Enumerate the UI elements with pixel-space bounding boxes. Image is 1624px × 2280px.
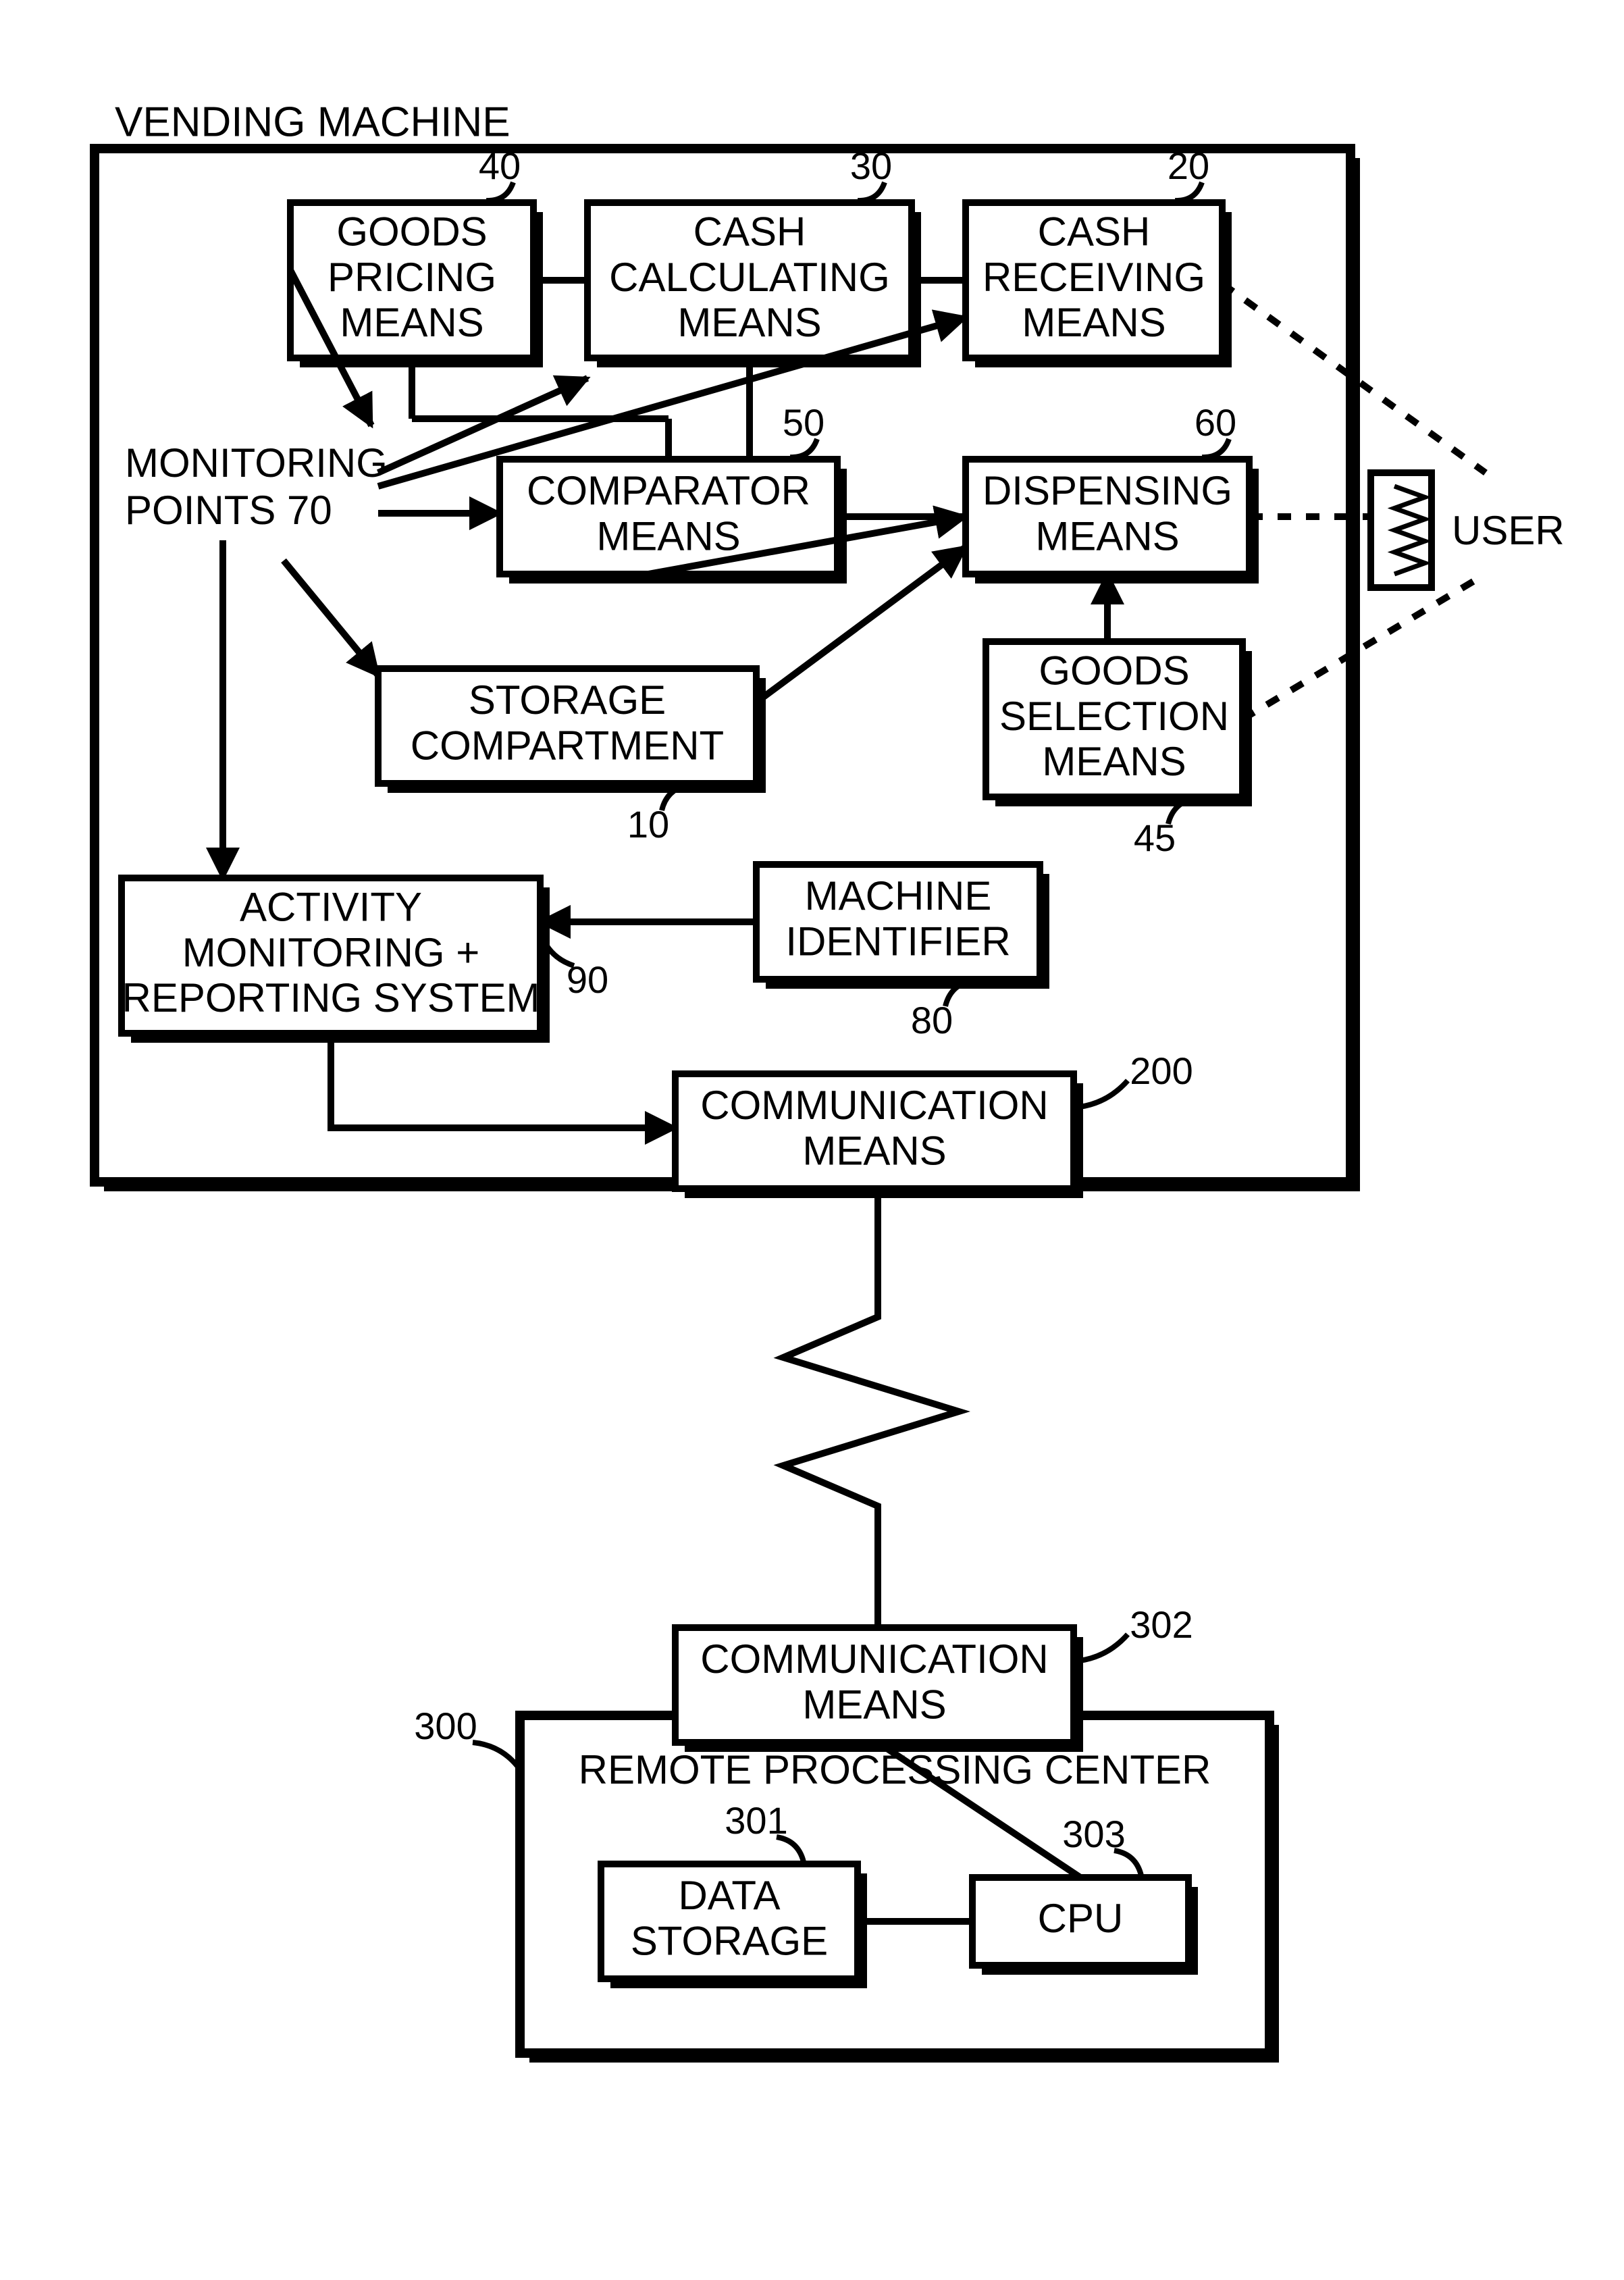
- svg-text:POINTS 70: POINTS 70: [125, 488, 332, 533]
- comparator-box: COMPARATORMEANS: [500, 459, 847, 584]
- svg-text:MEANS: MEANS: [677, 300, 821, 345]
- svg-text:300: 300: [414, 1705, 477, 1747]
- dispensing-box: DISPENSINGMEANS: [966, 459, 1259, 584]
- svg-text:50: 50: [783, 401, 824, 444]
- cash_recv-box: CASHRECEIVINGMEANS: [966, 203, 1232, 367]
- svg-text:USER: USER: [1452, 508, 1565, 553]
- svg-text:30: 30: [850, 145, 892, 187]
- svg-text:MACHINE: MACHINE: [805, 873, 992, 918]
- cpu-box: CPU: [972, 1877, 1198, 1975]
- wireless-zigzag: [783, 1189, 959, 1628]
- ref-leader-remote_outer: [473, 1742, 520, 1769]
- svg-text:40: 40: [479, 145, 521, 187]
- svg-text:IDENTIFIER: IDENTIFIER: [785, 918, 1010, 964]
- svg-text:60: 60: [1195, 401, 1236, 444]
- svg-text:DATA: DATA: [678, 1873, 780, 1918]
- goods_sel-box: GOODSSELECTIONMEANS: [986, 642, 1252, 806]
- svg-text:GOODS: GOODS: [1039, 648, 1189, 694]
- svg-text:MEANS: MEANS: [802, 1128, 946, 1173]
- svg-text:CALCULATING: CALCULATING: [609, 255, 890, 300]
- svg-text:RECEIVING: RECEIVING: [983, 255, 1205, 300]
- svg-text:VENDING MACHINE: VENDING MACHINE: [115, 99, 510, 145]
- svg-text:45: 45: [1134, 817, 1176, 859]
- svg-text:MONITORING +: MONITORING +: [182, 930, 480, 975]
- svg-text:COMPARATOR: COMPARATOR: [527, 468, 810, 513]
- svg-text:MONITORING: MONITORING: [125, 440, 388, 486]
- svg-text:COMMUNICATION: COMMUNICATION: [700, 1636, 1049, 1682]
- svg-text:CASH: CASH: [693, 209, 806, 255]
- svg-text:MEANS: MEANS: [340, 300, 483, 345]
- svg-text:303: 303: [1062, 1813, 1125, 1855]
- data_storage-box: DATASTORAGE: [601, 1864, 867, 1988]
- comm1-box: COMMUNICATIONMEANS: [675, 1074, 1083, 1198]
- svg-text:STORAGE: STORAGE: [631, 1918, 828, 1963]
- machine_id-box: MACHINEIDENTIFIER: [756, 864, 1049, 989]
- svg-text:CASH: CASH: [1038, 209, 1151, 255]
- svg-text:PRICING: PRICING: [328, 255, 496, 300]
- svg-text:CPU: CPU: [1038, 1896, 1124, 1941]
- svg-text:200: 200: [1130, 1050, 1193, 1092]
- svg-text:COMPARTMENT: COMPARTMENT: [411, 723, 724, 768]
- svg-text:REPORTING SYSTEM: REPORTING SYSTEM: [122, 975, 540, 1020]
- comm2-box: COMMUNICATIONMEANS: [675, 1628, 1083, 1752]
- svg-text:10: 10: [627, 803, 669, 846]
- svg-text:90: 90: [567, 958, 608, 1001]
- svg-text:COMMUNICATION: COMMUNICATION: [700, 1083, 1049, 1128]
- svg-text:MEANS: MEANS: [1022, 300, 1165, 345]
- storage-box: STORAGECOMPARTMENT: [378, 669, 766, 793]
- svg-text:GOODS: GOODS: [336, 209, 487, 255]
- svg-text:MEANS: MEANS: [1035, 513, 1179, 559]
- user-box: USER: [1371, 473, 1565, 588]
- svg-text:SELECTION: SELECTION: [999, 694, 1229, 739]
- svg-text:STORAGE: STORAGE: [469, 677, 666, 723]
- svg-text:MEANS: MEANS: [596, 513, 740, 559]
- activity-box: ACTIVITYMONITORING +REPORTING SYSTEM: [122, 878, 550, 1043]
- svg-text:80: 80: [911, 999, 953, 1041]
- svg-text:302: 302: [1130, 1603, 1193, 1646]
- svg-text:MEANS: MEANS: [802, 1682, 946, 1727]
- svg-text:20: 20: [1168, 145, 1209, 187]
- svg-text:301: 301: [725, 1799, 787, 1842]
- svg-text:MEANS: MEANS: [1042, 739, 1186, 784]
- svg-text:DISPENSING: DISPENSING: [983, 468, 1232, 513]
- svg-text:ACTIVITY: ACTIVITY: [240, 885, 422, 930]
